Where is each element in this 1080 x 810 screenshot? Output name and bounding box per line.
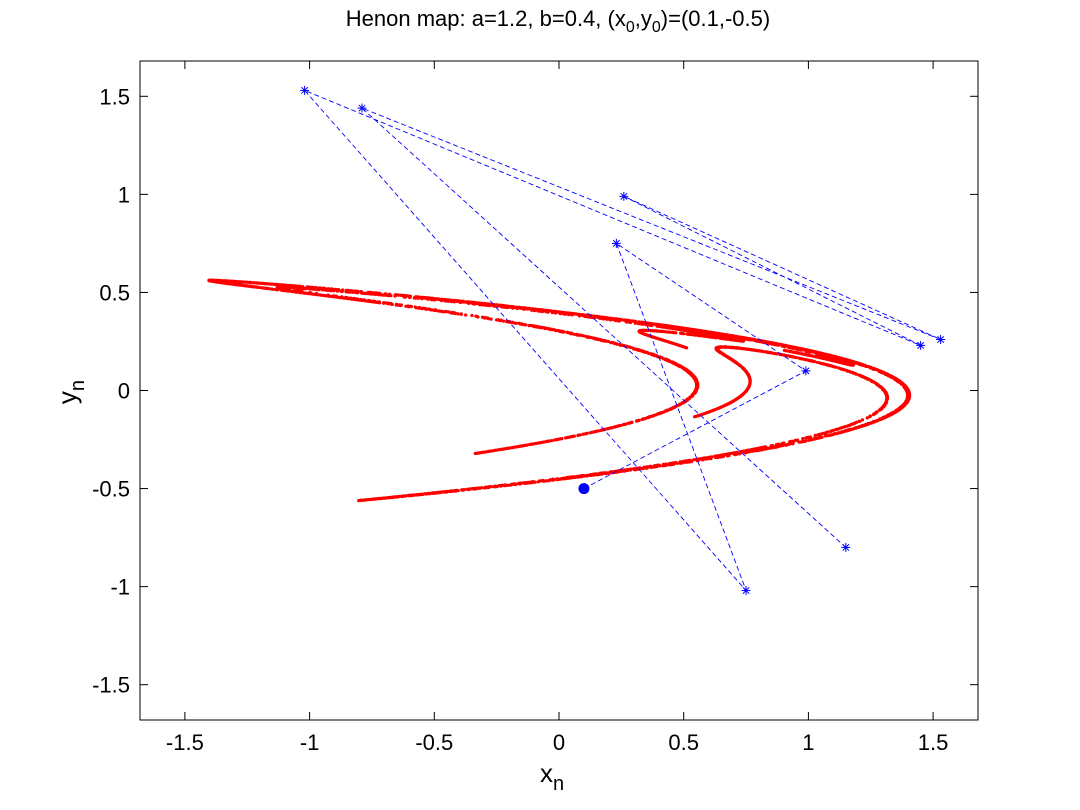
x-axis-label-base: x	[540, 758, 553, 788]
x-tick-label: 0	[553, 730, 565, 755]
orbit-marker	[357, 103, 367, 113]
orbit-marker	[841, 542, 851, 552]
orbit-markers	[300, 85, 946, 596]
x-tick-label: -1	[300, 730, 320, 755]
axis-ticks: -1.5 -1 -0.5 0 0.5 1 1.5 -1.5 -1 -0.5 0 0.5 1 1.5	[92, 61, 978, 755]
x-axis-label-sub: n	[553, 773, 564, 795]
y-axis-label-sub: n	[67, 380, 89, 391]
attractor-points	[207, 278, 912, 503]
y-tick-label: 1.5	[99, 84, 130, 109]
orbit-marker	[916, 340, 926, 350]
chart-title-sub2: 0	[652, 19, 661, 36]
y-tick-label: 0	[118, 379, 130, 404]
plot-frame	[139, 60, 979, 721]
x-tick-label: 0.5	[668, 730, 699, 755]
x-tick-label: 1	[802, 730, 814, 755]
chart-title-sub1: 0	[626, 19, 635, 36]
y-tick-label: 1	[118, 182, 130, 207]
orbit-marker	[936, 335, 946, 345]
y-tick-label: -1	[110, 575, 130, 600]
orbit-marker	[619, 191, 629, 201]
x-tick-label: 1.5	[918, 730, 949, 755]
orbit-marker	[741, 586, 751, 596]
orbit-marker	[300, 85, 310, 95]
y-axis-label-base: y	[52, 391, 82, 404]
orbit-marker	[611, 238, 621, 248]
x-axis-label: xn	[540, 758, 564, 795]
chart-title-main: Henon map: a=1.2, b=0.4, (x	[346, 6, 626, 31]
y-axis-label: yn	[52, 380, 89, 404]
chart-title-end: )=(0.1,-0.5)	[661, 6, 770, 31]
attractor-dots	[207, 278, 912, 503]
orbit-dashed-line	[304, 89, 941, 591]
orbit-path	[304, 89, 941, 591]
y-tick-label: -0.5	[92, 477, 130, 502]
chart-title: Henon map: a=1.2, b=0.4, (x0,y0)=(0.1,-0…	[346, 6, 770, 36]
chart-title-mid: ,y	[635, 6, 652, 31]
y-tick-label: -1.5	[92, 673, 130, 698]
orbit-marker	[801, 366, 811, 376]
x-tick-label: -0.5	[415, 730, 453, 755]
y-tick-label: 0.5	[99, 280, 130, 305]
x-tick-label: -1.5	[166, 730, 204, 755]
initial-point-marker	[578, 483, 590, 495]
